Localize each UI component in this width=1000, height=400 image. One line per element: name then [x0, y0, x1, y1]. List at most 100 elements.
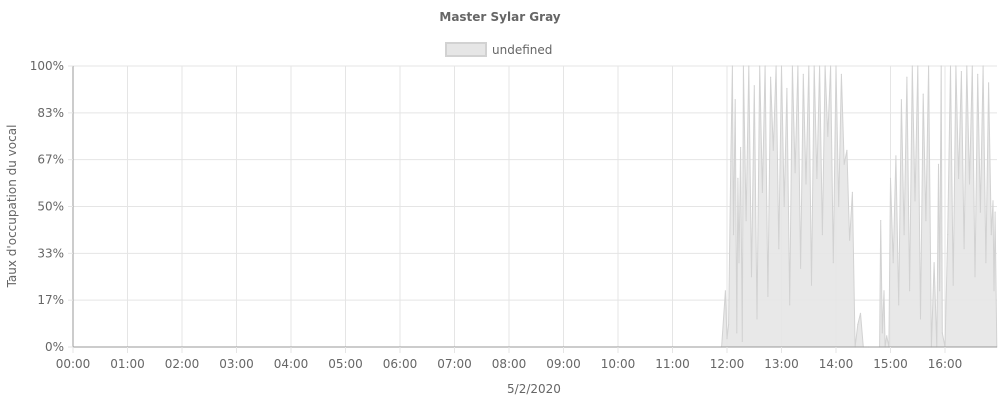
x-tick-label: 11:00	[655, 357, 690, 371]
data-point	[775, 65, 777, 67]
data-point	[941, 332, 943, 334]
chart-title: Master Sylar Gray	[439, 10, 560, 24]
y-axis-ticks: 0% 17% 33% 50% 67% 83% 100%	[30, 59, 73, 354]
data-point	[846, 149, 848, 151]
data-point	[928, 65, 930, 67]
data-point	[889, 177, 892, 179]
data-point	[906, 76, 908, 78]
data-point	[952, 284, 954, 286]
data-point	[745, 220, 747, 222]
x-axis-label: 5/2/2020	[507, 382, 561, 396]
data-point	[791, 65, 794, 67]
data-point	[732, 234, 735, 236]
data-point	[849, 239, 851, 241]
y-tick-label: 100%	[30, 59, 64, 73]
data-point	[925, 220, 927, 222]
x-tick-label: 08:00	[492, 357, 527, 371]
data-point	[939, 290, 941, 292]
data-point	[851, 191, 854, 193]
y-tick-label: 0%	[45, 340, 64, 354]
data-point	[911, 65, 913, 67]
series-line	[73, 65, 998, 348]
x-tick-label: 14:00	[819, 357, 854, 371]
data-point	[898, 304, 900, 306]
data-point	[761, 191, 764, 193]
data-point	[886, 335, 888, 337]
data-point	[880, 220, 882, 222]
x-tick-label: 09:00	[546, 357, 581, 371]
data-point	[963, 248, 965, 250]
data-point	[786, 87, 788, 90]
legend-swatch[interactable]	[445, 42, 487, 57]
data-point	[895, 155, 897, 157]
x-tick-label: 01:00	[110, 357, 145, 371]
data-point	[940, 65, 942, 67]
data-point	[748, 65, 750, 67]
data-point	[988, 82, 990, 84]
x-tick-label: 05:00	[328, 357, 363, 371]
data-point	[780, 65, 783, 67]
data-point	[909, 290, 911, 292]
data-point	[737, 177, 739, 179]
data-point	[883, 290, 885, 292]
x-tick-label: 13:00	[764, 357, 799, 371]
x-tick-label: 02:00	[165, 357, 200, 371]
y-tick-label: 83%	[37, 106, 64, 120]
data-point	[819, 65, 821, 67]
data-point	[734, 99, 736, 101]
data-point	[830, 65, 832, 67]
data-point	[922, 93, 924, 95]
data-point	[759, 65, 761, 67]
x-tick-label: 15:00	[873, 357, 908, 371]
x-axis-ticks: 00:00 01:00 02:00 03:00 04:00 05:00 06:00 07:00…	[56, 347, 963, 371]
data-point	[835, 65, 837, 67]
data-point	[808, 65, 810, 67]
data-point	[914, 200, 916, 202]
data-point	[810, 284, 813, 286]
data-point	[816, 177, 818, 179]
data-point	[903, 234, 905, 236]
data-point	[726, 338, 728, 340]
data-point	[968, 183, 971, 185]
data-point	[947, 234, 949, 236]
data-point	[783, 205, 785, 208]
data-point	[738, 262, 740, 264]
data-point	[881, 332, 883, 334]
data-point	[917, 65, 919, 67]
data-point	[958, 177, 960, 179]
data-point	[857, 323, 859, 326]
data-point	[960, 71, 963, 73]
data-point	[993, 290, 995, 292]
data-point	[772, 149, 774, 151]
data-point	[843, 163, 845, 165]
data-point	[919, 318, 922, 320]
x-tick-label: 04:00	[274, 357, 309, 371]
data-point	[740, 146, 742, 149]
data-point	[994, 211, 996, 213]
data-point	[813, 65, 815, 67]
data-point	[770, 76, 772, 78]
data-point	[741, 340, 743, 342]
data-point	[900, 99, 903, 101]
y-tick-label: 67%	[37, 153, 64, 167]
data-point	[821, 234, 824, 236]
data-point	[800, 267, 802, 269]
data-point	[974, 276, 976, 278]
data-point	[736, 332, 738, 334]
grid	[72, 65, 997, 348]
legend-label: undefined	[492, 43, 552, 57]
data-point	[764, 65, 766, 67]
x-tick-label: 03:00	[219, 357, 254, 371]
y-tick-label: 33%	[37, 246, 64, 260]
data-point	[767, 295, 769, 297]
x-tick-label: 16:00	[928, 357, 963, 371]
data-point	[753, 85, 755, 87]
data-point	[730, 160, 732, 163]
data-point	[802, 73, 804, 75]
data-point	[937, 163, 940, 165]
data-point	[933, 262, 935, 264]
data-point	[797, 65, 799, 67]
data-point	[724, 290, 727, 292]
data-point	[982, 65, 984, 67]
